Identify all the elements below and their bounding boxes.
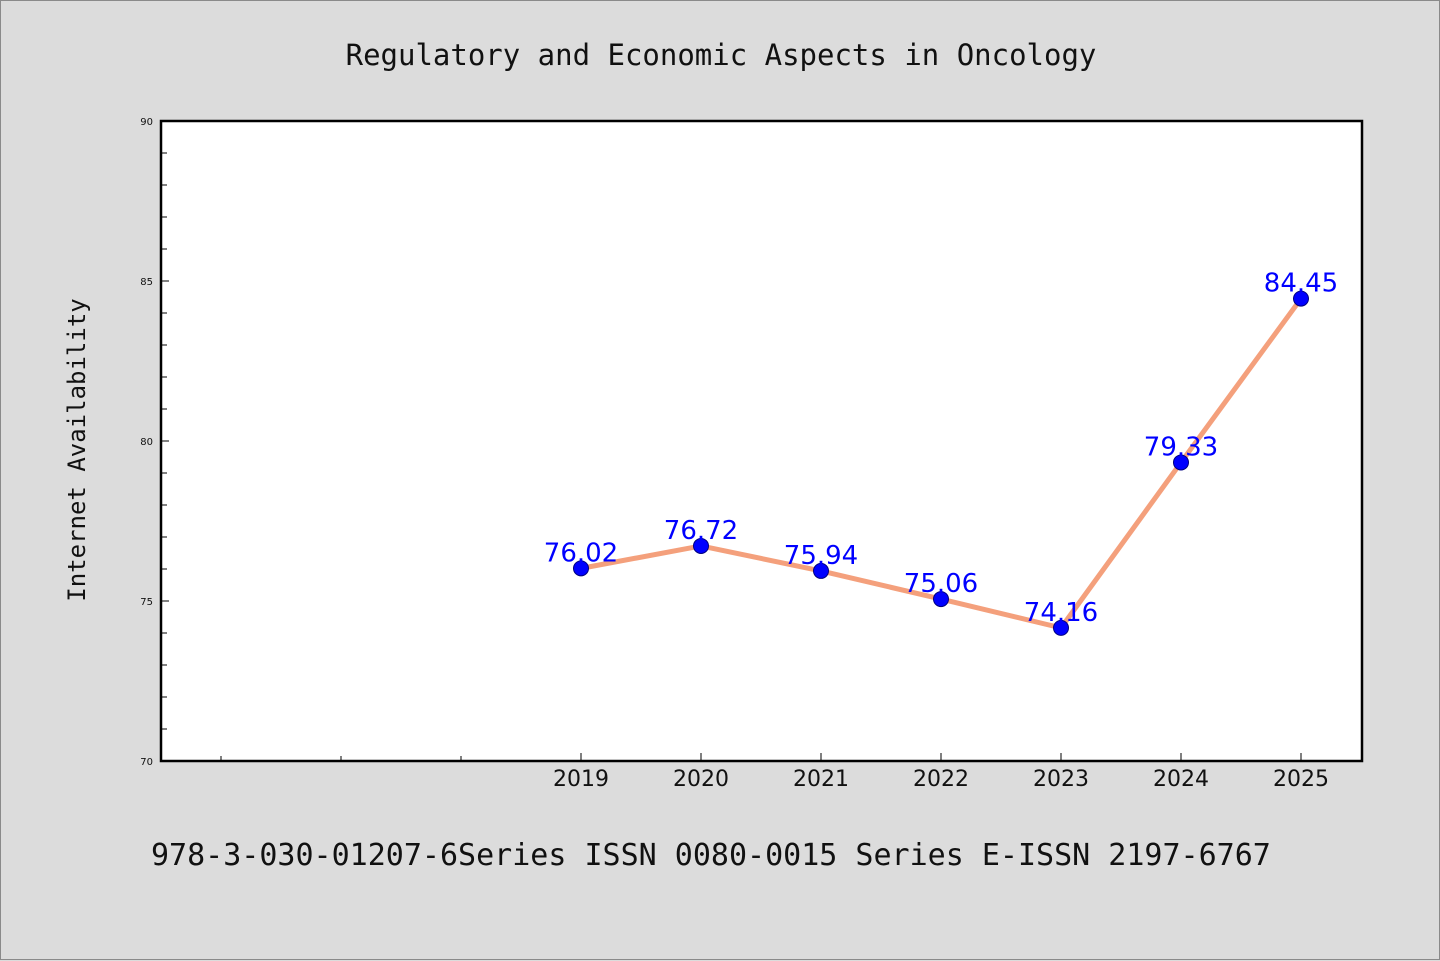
x-axis: 2019 2020 2021 2022 2023 2024 2025 xyxy=(220,753,1329,792)
y-axis: 70 75 80 85 90 xyxy=(140,117,169,768)
x-tick-label: 2025 xyxy=(1273,767,1329,792)
x-tick-label: 2019 xyxy=(553,767,609,792)
y-tick-label: 75 xyxy=(140,597,153,608)
data-point xyxy=(573,560,589,577)
data-point xyxy=(813,562,829,579)
data-label: 84.45 xyxy=(1264,269,1338,299)
data-label: 76.02 xyxy=(544,538,618,568)
data-point xyxy=(933,591,949,608)
series-layer xyxy=(573,290,1309,636)
x-tick-label: 2022 xyxy=(913,767,969,792)
x-tick-label: 2023 xyxy=(1033,767,1089,792)
data-label: 75.94 xyxy=(784,541,858,571)
data-label: 76.72 xyxy=(664,516,738,546)
chart-title: Regulatory and Economic Aspects in Oncol… xyxy=(346,38,1097,72)
footer-identifiers: 978-3-030-01207-6Series ISSN 0080-0015 S… xyxy=(151,838,1271,873)
data-point xyxy=(1173,454,1189,471)
data-label: 74.16 xyxy=(1024,598,1098,628)
y-tick-label: 80 xyxy=(140,437,153,448)
x-tick-label: 2024 xyxy=(1153,767,1209,792)
data-label: 75.06 xyxy=(904,569,978,599)
y-tick-label: 70 xyxy=(140,757,153,768)
y-axis-label: Internet Availability xyxy=(63,298,91,601)
y-tick-label: 90 xyxy=(140,117,153,128)
y-tick-label: 85 xyxy=(140,277,153,288)
data-labels: 76.02 76.72 75.94 75.06 74.16 79.33 84.45 xyxy=(544,269,1338,628)
data-point xyxy=(1053,619,1069,636)
plot-area xyxy=(159,119,1364,763)
x-tick-label: 2021 xyxy=(793,767,849,792)
data-label: 79.33 xyxy=(1144,432,1218,462)
data-point xyxy=(693,537,709,554)
data-point xyxy=(1293,290,1309,307)
x-tick-label: 2020 xyxy=(673,767,729,792)
